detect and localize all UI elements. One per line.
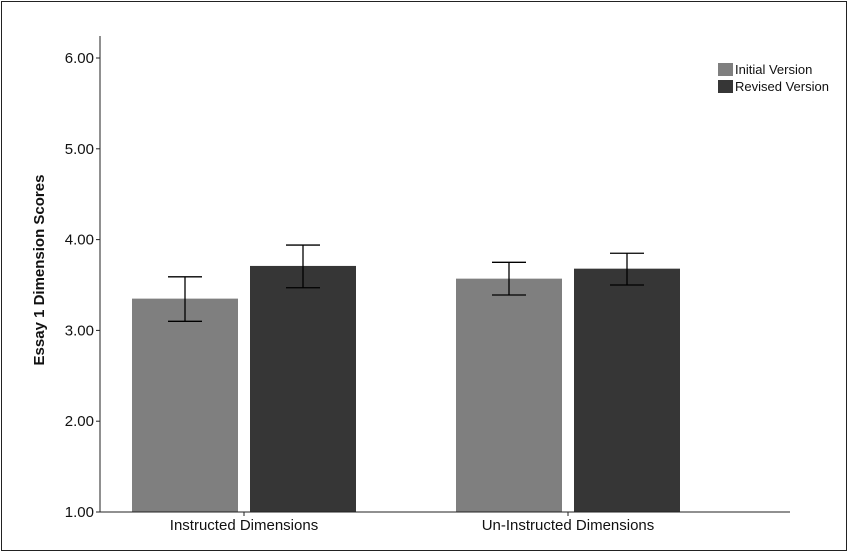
bar xyxy=(456,278,562,512)
error-bars xyxy=(168,244,644,322)
y-tick-label: 4.00 xyxy=(65,232,94,249)
bars xyxy=(132,265,680,512)
y-tick-label: 6.00 xyxy=(65,50,94,67)
x-axis: Instructed Dimensions Un-Instructed Dimen… xyxy=(100,511,790,534)
legend-swatch xyxy=(718,63,733,76)
bar xyxy=(574,268,680,512)
y-tick-label: 1.00 xyxy=(65,504,94,521)
y-tick-label: 3.00 xyxy=(65,322,94,339)
legend-label: Revised Version xyxy=(735,79,829,94)
legend-label: Initial Version xyxy=(735,62,812,77)
y-axis: 1.00 2.00 3.00 4.00 5.00 6.00 xyxy=(65,36,101,521)
legend: Initial Version Revised Version xyxy=(718,62,829,94)
y-tick-label: 2.00 xyxy=(65,413,94,430)
bar xyxy=(132,298,238,512)
y-tick-label: 5.00 xyxy=(65,141,94,158)
legend-swatch xyxy=(718,80,733,93)
x-tick-label: Un-Instructed Dimensions xyxy=(482,517,655,534)
bar xyxy=(250,265,356,512)
x-tick-label: Instructed Dimensions xyxy=(170,517,318,534)
y-axis-title: Essay 1 Dimension Scores xyxy=(31,175,48,366)
